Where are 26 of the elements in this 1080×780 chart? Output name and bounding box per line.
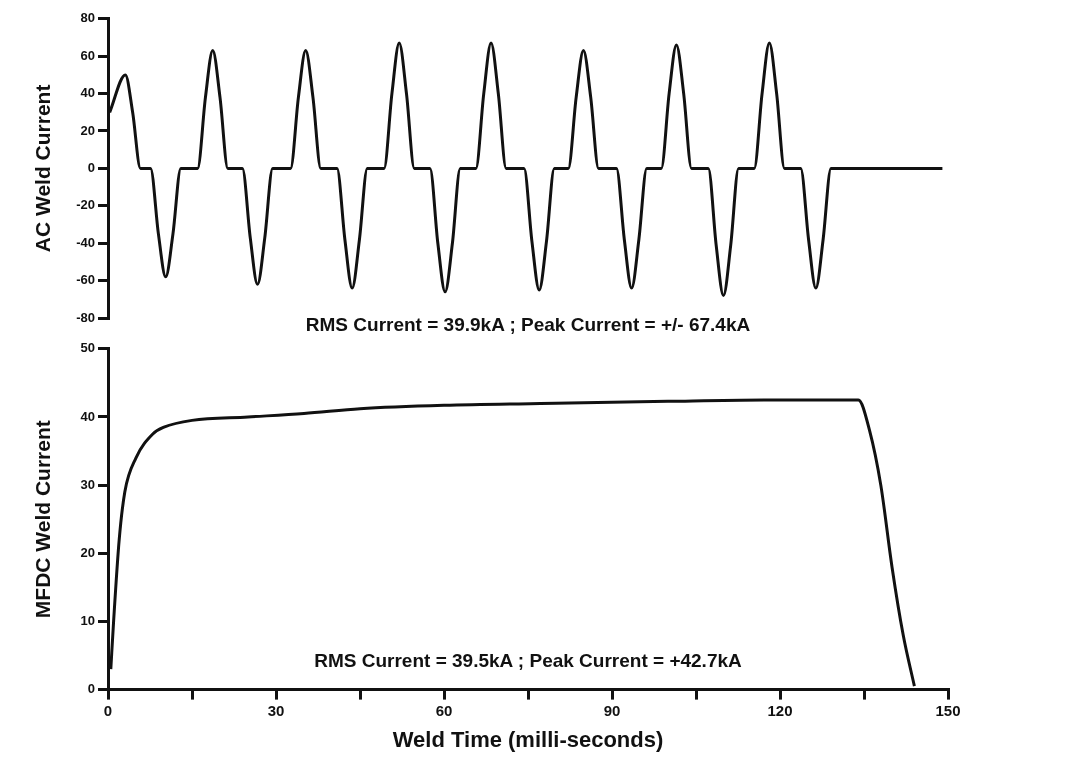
y-tick-label: 30 <box>80 476 95 492</box>
y-axis-title: MFDC Weld Current <box>31 420 55 619</box>
y-tick-label: 20 <box>80 122 95 138</box>
x-tick-label: 90 <box>603 701 621 719</box>
y-tick-label: 60 <box>80 47 95 63</box>
y-tick-label: 40 <box>80 408 95 424</box>
x-tick-label: 150 <box>935 701 961 719</box>
y-tick-label: 40 <box>80 85 95 101</box>
x-axis-title: Weld Time (milli-seconds) <box>392 726 664 752</box>
x-tick-label: 0 <box>103 701 113 719</box>
annotation: RMS Current = 39.5kA ; Peak Current = +42.7kA <box>314 649 743 671</box>
y-tick-label: -40 <box>76 234 95 250</box>
x-tick-label: 30 <box>267 701 285 719</box>
y-tick-label: 50 <box>80 340 95 356</box>
y-axis-title: AC Weld Current <box>31 84 55 253</box>
x-tick-label: 60 <box>435 701 453 719</box>
y-tick-label: 80 <box>80 10 95 26</box>
annotation: RMS Current = 39.9kA ; Peak Current = +/- 67.4kA <box>305 314 751 336</box>
y-tick-label: 10 <box>80 613 95 629</box>
y-tick-label: 20 <box>80 544 95 560</box>
y-tick-label: -20 <box>76 197 95 213</box>
x-tick-label: 120 <box>767 701 793 719</box>
y-tick-label: -80 <box>76 309 95 325</box>
y-tick-label: 0 <box>87 681 95 697</box>
y-tick-label: -60 <box>76 272 95 288</box>
y-tick-label: 0 <box>87 159 95 175</box>
